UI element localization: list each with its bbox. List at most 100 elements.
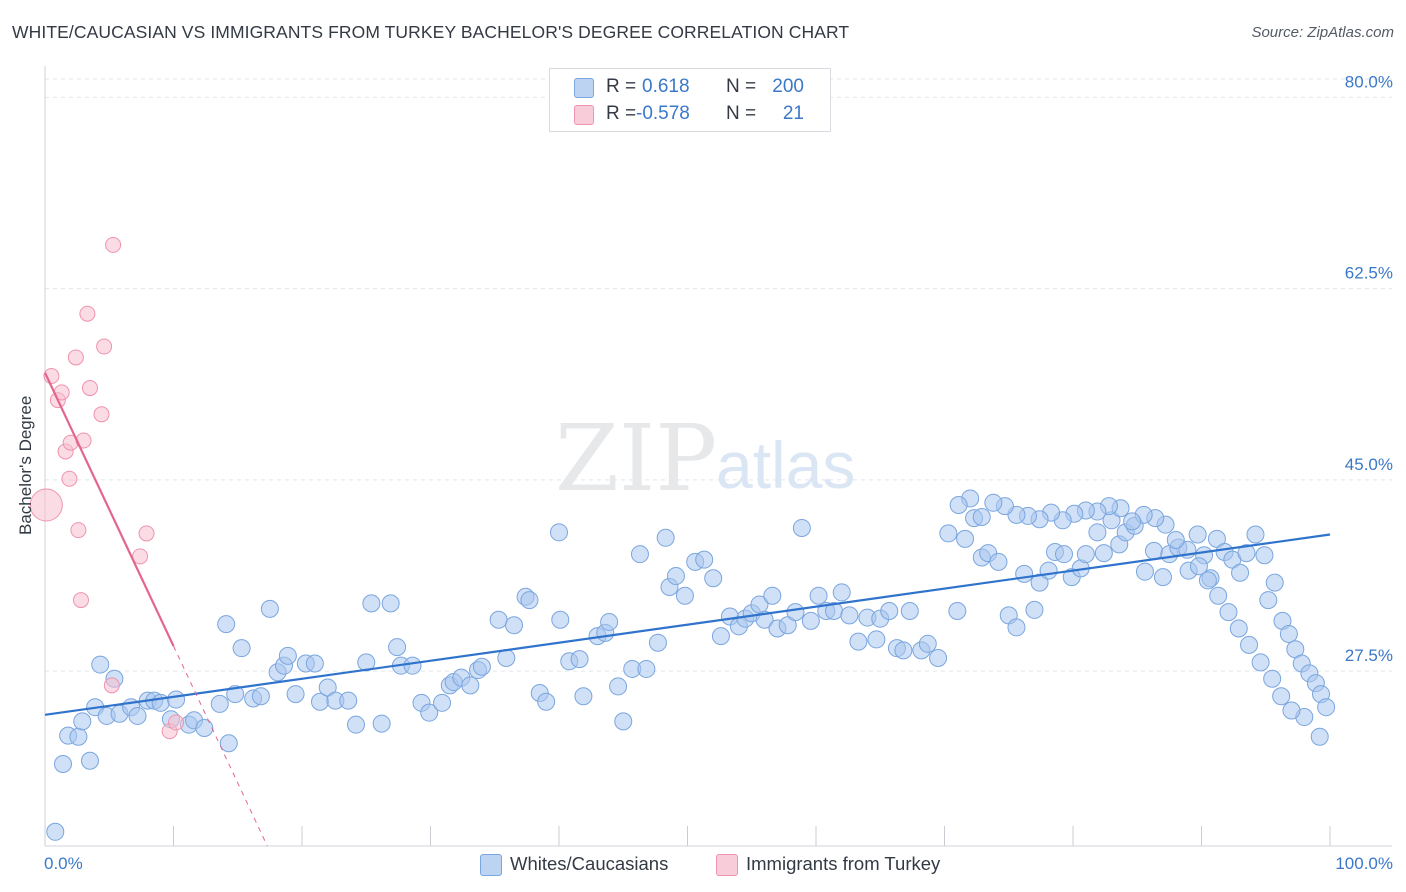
data-point-turkey bbox=[105, 236, 122, 253]
legend-r-label: R = bbox=[606, 76, 637, 97]
data-point-whites bbox=[1144, 541, 1163, 560]
data-point-whites bbox=[69, 727, 88, 746]
tick-labels: 27.5% 45.0% 62.5% 80.0% 0.0% 100.0% bbox=[44, 72, 1393, 873]
data-point-whites bbox=[167, 690, 186, 709]
data-point-whites bbox=[867, 630, 886, 649]
data-point-turkey bbox=[29, 488, 63, 522]
data-point-whites bbox=[1039, 561, 1058, 580]
data-point-whites bbox=[195, 718, 214, 737]
data-point-whites bbox=[1135, 562, 1154, 581]
legend-row-turkey: R = -0.578 N = 21 bbox=[550, 101, 830, 127]
y-tick-label: 45.0% bbox=[1345, 455, 1393, 474]
data-point-whites bbox=[551, 610, 570, 629]
data-point-whites bbox=[1198, 571, 1217, 590]
data-point-whites bbox=[1166, 530, 1185, 549]
data-point-whites bbox=[939, 524, 958, 543]
data-point-whites bbox=[786, 603, 805, 622]
correlation-legend: R = 0.618 N = 200 R = -0.578 N = 21 bbox=[549, 68, 831, 132]
data-point-whites bbox=[251, 687, 270, 706]
data-point-whites bbox=[520, 591, 539, 610]
data-point-whites bbox=[1310, 727, 1329, 746]
data-point-whites bbox=[880, 602, 899, 621]
data-point-whites bbox=[1246, 525, 1265, 544]
trend-line-whites bbox=[44, 533, 1331, 716]
data-point-turkey bbox=[138, 525, 155, 542]
data-point-whites bbox=[704, 569, 723, 588]
data-point-whites bbox=[210, 694, 229, 713]
data-point-whites bbox=[1259, 591, 1278, 610]
source-label: Source: ZipAtlas.com bbox=[1251, 24, 1394, 41]
legend-n-value: 21 bbox=[782, 103, 804, 124]
data-point-whites bbox=[1094, 544, 1113, 563]
data-point-whites bbox=[600, 612, 619, 631]
data-point-turkey bbox=[96, 338, 113, 355]
data-point-whites bbox=[840, 606, 859, 625]
data-point-whites bbox=[505, 616, 524, 635]
data-point-whites bbox=[675, 586, 694, 605]
data-point-whites bbox=[1188, 525, 1207, 544]
data-point-turkey bbox=[93, 406, 110, 423]
data-point-whites bbox=[232, 639, 251, 658]
legend-r-value: -0.578 bbox=[636, 103, 690, 124]
data-point-whites bbox=[128, 706, 147, 725]
data-point-whites bbox=[637, 659, 656, 678]
data-point-whites bbox=[894, 641, 913, 660]
data-point-whites bbox=[1025, 600, 1044, 619]
data-point-whites bbox=[1251, 653, 1270, 672]
data-point-whites bbox=[792, 518, 811, 537]
data-point-whites bbox=[918, 634, 937, 653]
data-point-whites bbox=[809, 586, 828, 605]
data-point-turkey bbox=[70, 522, 87, 539]
y-axis-label: Bachelor's Degree bbox=[16, 395, 35, 535]
data-point-whites bbox=[403, 656, 422, 675]
data-point-whites bbox=[656, 528, 675, 547]
data-point-whites bbox=[1263, 669, 1282, 688]
data-point-whites bbox=[1229, 619, 1248, 638]
data-point-whites bbox=[53, 755, 72, 774]
data-point-whites bbox=[1076, 545, 1095, 564]
data-point-whites bbox=[1030, 573, 1049, 592]
data-point-whites bbox=[1219, 603, 1238, 622]
legend-r-value: 0.618 bbox=[642, 76, 690, 97]
data-point-whites bbox=[630, 545, 649, 564]
watermark-zip: ZIP bbox=[555, 405, 717, 512]
data-point-turkey bbox=[79, 305, 96, 322]
data-point-turkey bbox=[67, 349, 84, 366]
data-point-whites bbox=[609, 677, 628, 696]
data-point-turkey bbox=[132, 548, 149, 565]
data-point-whites bbox=[984, 493, 1003, 512]
data-point-whites bbox=[217, 615, 236, 634]
y-tick-label: 62.5% bbox=[1345, 264, 1393, 283]
legend-n-label: N = bbox=[726, 103, 757, 124]
data-point-whites bbox=[570, 650, 589, 669]
data-point-whites bbox=[420, 703, 439, 722]
data-point-whites bbox=[362, 594, 381, 613]
data-point-whites bbox=[346, 715, 365, 734]
data-point-whites bbox=[1007, 618, 1026, 637]
trend-lines bbox=[44, 372, 1331, 847]
data-point-whites bbox=[286, 685, 305, 704]
data-point-whites bbox=[46, 822, 65, 841]
data-point-whites bbox=[305, 654, 324, 673]
data-point-whites bbox=[1255, 546, 1274, 565]
data-point-whites bbox=[1237, 544, 1256, 563]
data-point-whites bbox=[949, 495, 968, 514]
data-point-whites bbox=[372, 714, 391, 733]
data-point-whites bbox=[666, 567, 685, 586]
data-point-whites bbox=[550, 523, 568, 542]
legend-label-turkey: Immigrants from Turkey bbox=[746, 853, 941, 874]
watermark: ZIP atlas bbox=[555, 405, 855, 512]
data-point-whites bbox=[219, 734, 238, 753]
data-point-whites bbox=[73, 712, 92, 731]
x-tick-label: 0.0% bbox=[44, 854, 83, 873]
data-point-whites bbox=[763, 586, 782, 605]
data-point-whites bbox=[972, 508, 991, 527]
data-point-whites bbox=[1153, 568, 1172, 587]
data-point-whites bbox=[1272, 687, 1291, 706]
data-point-whites bbox=[91, 655, 110, 674]
data-point-turkey bbox=[81, 380, 98, 397]
data-point-whites bbox=[956, 529, 975, 548]
data-point-turkey bbox=[168, 714, 185, 731]
data-point-whites bbox=[648, 633, 667, 652]
